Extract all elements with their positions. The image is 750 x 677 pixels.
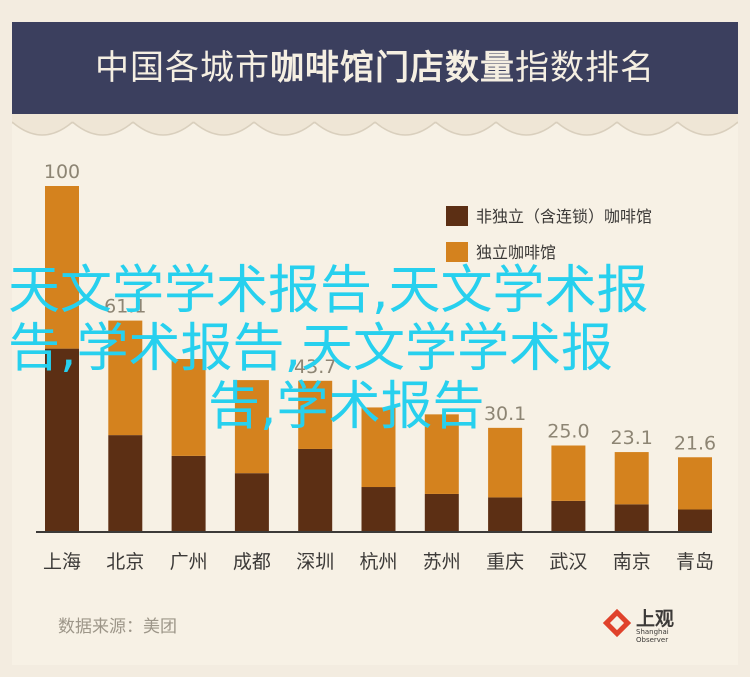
legend-label: 非独立（含连锁）咖啡馆 <box>476 207 652 226</box>
logo-icon <box>602 608 632 638</box>
bar-independent <box>678 457 712 510</box>
logo-name: 上观 <box>636 608 675 630</box>
awning-scallop <box>495 121 557 136</box>
bar-independent <box>45 186 79 349</box>
bar-non-independent <box>298 448 333 532</box>
bars <box>45 186 712 532</box>
awning-scallop <box>193 121 255 136</box>
awning-scallop <box>12 121 73 136</box>
bar-value-label: 21.6 <box>674 432 716 454</box>
data-source: 数据来源：美团 <box>58 617 177 637</box>
awning-scallop <box>616 121 678 136</box>
category-label: 武汉 <box>549 551 587 573</box>
bar-independent <box>171 359 206 456</box>
category-label: 青岛 <box>676 551 714 573</box>
category-label: 上海 <box>43 551 81 573</box>
bar-non-independent <box>424 493 459 532</box>
category-label: 北京 <box>106 551 144 573</box>
bar-value-label: 43.7 <box>294 356 336 378</box>
bar-non-independent <box>108 435 143 532</box>
category-label: 深圳 <box>296 551 334 573</box>
bar-independent <box>488 427 523 498</box>
legend-swatch <box>446 206 468 226</box>
category-label: 广州 <box>170 551 208 573</box>
bar-value-label: 100 <box>44 161 80 183</box>
value-labels: 100 61.1 43.7 30.1 25.0 23.1 21.6 <box>44 161 716 454</box>
category-label: 成都 <box>233 551 271 573</box>
bar-non-independent <box>614 504 649 532</box>
bar-non-independent <box>488 497 523 532</box>
bar-value-label: 30.1 <box>484 403 526 425</box>
legend-swatch <box>446 242 468 262</box>
bar-non-independent <box>45 348 79 532</box>
bar-independent <box>551 445 586 501</box>
title-banner: 中国各城市咖啡馆门店数量指数排名 <box>12 22 738 114</box>
bar-independent <box>298 380 333 449</box>
chart-title: 中国各城市咖啡馆门店数量指数排名 <box>95 48 655 88</box>
awning-scallop <box>374 121 436 136</box>
category-labels: 上海 北京 广州 成都 深圳 杭州 苏州 重庆 武汉 南京 青岛 <box>43 551 714 573</box>
bar-independent <box>108 320 143 436</box>
bar-independent <box>614 452 649 505</box>
legend-label: 独立咖啡馆 <box>476 243 556 262</box>
awning-scallop <box>253 121 315 136</box>
awning-scallop <box>132 121 194 136</box>
category-label: 南京 <box>613 551 651 573</box>
bar-independent <box>424 414 459 494</box>
category-label: 杭州 <box>359 551 397 573</box>
shanghai-observer-logo: 上观 Shanghai Observer <box>602 604 702 644</box>
bar-value-label: 23.1 <box>611 427 653 449</box>
bar-non-independent <box>171 455 206 532</box>
awning-scallop <box>72 121 134 136</box>
category-label: 重庆 <box>486 551 524 573</box>
bar-value-label: 61.1 <box>104 296 146 318</box>
bar-value-label: 25.0 <box>547 421 589 443</box>
bar-non-independent <box>678 509 712 532</box>
category-label: 苏州 <box>423 551 461 573</box>
bar-non-independent <box>361 487 396 532</box>
bar-non-independent <box>551 500 586 532</box>
awning-scallop <box>677 121 738 136</box>
bar-non-independent <box>234 473 269 532</box>
logo-subtitle: Shanghai Observer <box>636 628 669 644</box>
bar-independent <box>234 380 269 474</box>
awning-scallop <box>556 121 618 136</box>
awning-scallop <box>435 121 497 136</box>
bar-independent <box>361 407 396 488</box>
awning-scallop <box>314 121 376 136</box>
awning-decoration <box>12 114 738 136</box>
awning-band <box>12 114 738 124</box>
